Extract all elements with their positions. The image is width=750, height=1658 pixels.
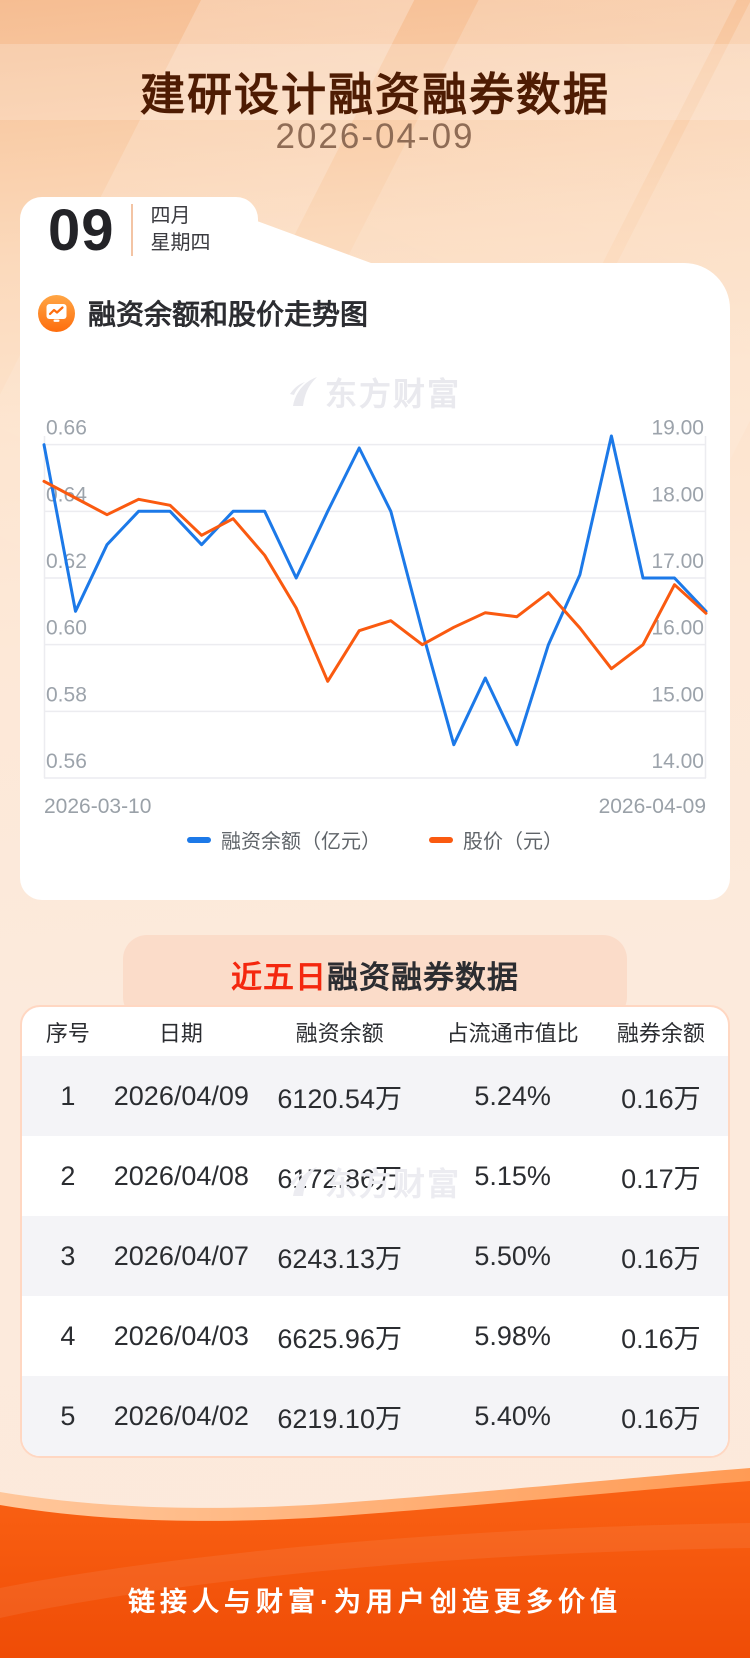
y-axis-right-tick: 18.00 (651, 483, 704, 506)
badge-divider (130, 204, 133, 256)
banner-highlight: 近五日 (231, 960, 327, 995)
chart-section-title: 融资余额和股价走势图 (88, 299, 369, 330)
x-axis-label-end: 2026-04-09 (598, 795, 706, 818)
table-header-cell: 序号 (45, 1020, 90, 1046)
legend-swatch (187, 836, 211, 843)
table-row: 2 2026/04/08 6172.86万 5.15% 0.17万 (22, 1136, 728, 1216)
data-table-card: 序号 日期 融资余额 占流通市值比 融券余额 1 2026/04/09 6120.54万 5.… (20, 1005, 730, 1458)
table-cell: 6120.54万 (277, 1083, 402, 1114)
table-cell: 2 (60, 1160, 76, 1191)
series-line-financing-balance (42, 434, 708, 747)
table-cell: 3 (60, 1240, 76, 1271)
table-cell: 2026/04/09 (113, 1080, 249, 1111)
table-cell: 5 (60, 1400, 76, 1431)
y-axis-right-tick: 17.00 (651, 550, 704, 573)
line-chart: 0.66 19.00 0.64 18.00 0.62 17.00 0.60 16.00 0.58… (42, 391, 708, 791)
table-cell: 5.15% (474, 1160, 551, 1191)
y-axis-right-tick: 19.00 (651, 417, 704, 440)
table-cell: 5.24% (474, 1080, 551, 1111)
table-cell: 1 (60, 1080, 76, 1111)
table-cell: 0.16万 (621, 1403, 701, 1434)
table-cell: 2026/04/03 (113, 1320, 249, 1351)
y-axis-left-tick: 0.60 (46, 617, 87, 640)
table-cell: 6625.96万 (277, 1323, 402, 1354)
y-axis-left-tick: 0.58 (46, 683, 87, 706)
table-cell: 4 (60, 1320, 76, 1351)
y-axis-left-tick: 0.66 (46, 417, 87, 440)
table-header-row: 序号 日期 融资余额 占流通市值比 融券余额 (22, 1007, 728, 1056)
banner-rest: 融资融券数据 (327, 960, 519, 995)
page-title: 建研设计融资融券数据 (139, 69, 610, 120)
table-cell: 6172.86万 (277, 1163, 402, 1194)
table-cell: 6243.13万 (277, 1243, 402, 1274)
day-number: 09 (48, 197, 115, 263)
table-row: 3 2026/04/07 6243.13万 5.50% 0.16万 (22, 1216, 728, 1296)
date-badge: 09 四月 星期四 (20, 197, 258, 263)
table-body: 1 2026/04/09 6120.54万 5.24% 0.16万 2 2026/04/08… (22, 1056, 728, 1456)
table-cell: 5.98% (474, 1320, 551, 1351)
trend-chart-icon (38, 294, 75, 332)
y-axis-right-tick: 14.00 (651, 750, 704, 773)
badge-corner-shape (257, 221, 371, 263)
chart-legend: 融资余额（亿元） 股价（元） (20, 825, 730, 854)
table-cell: 5.50% (474, 1240, 551, 1271)
legend-label: 股价（元） (463, 831, 563, 853)
table-header-cell: 日期 (158, 1020, 203, 1046)
table-row: 4 2026/04/03 6625.96万 5.98% 0.16万 (22, 1296, 728, 1376)
legend-swatch (429, 836, 453, 843)
legend-item[interactable]: 股价（元） (429, 825, 563, 854)
table-row: 5 2026/04/02 6219.10万 5.40% 0.16万 (22, 1376, 728, 1456)
weekday-label: 星期四 (150, 232, 211, 254)
table-cell: 0.16万 (621, 1243, 701, 1274)
table-cell: 5.40% (474, 1400, 551, 1431)
table-cell: 0.16万 (621, 1323, 701, 1354)
table-header-cell: 融券余额 (616, 1020, 705, 1046)
y-axis-left-tick: 0.56 (46, 750, 87, 773)
footer-slogan: 链接人与财富·为用户创造更多价值 (128, 1587, 622, 1617)
page-date: 2026-04-09 (275, 117, 475, 156)
table-header-cell: 占流通市值比 (446, 1020, 579, 1046)
month-label: 四月 (150, 205, 191, 227)
table-cell: 6219.10万 (277, 1403, 402, 1434)
series-line-stock-price (42, 479, 708, 683)
y-axis-right-tick: 15.00 (651, 683, 704, 706)
footer-wave (0, 1468, 750, 1658)
table-header-cell: 融资余额 (295, 1020, 384, 1046)
legend-item[interactable]: 融资余额（亿元） (187, 825, 381, 854)
table-cell: 2026/04/07 (113, 1240, 249, 1271)
table-cell: 2026/04/02 (113, 1400, 249, 1431)
table-banner-title: 近五日融资融券数据 (123, 952, 627, 997)
chart-card: 融资余额和股价走势图 东方财富 0.66 19.00 0.64 18.00 0.62 17… (20, 263, 730, 900)
y-axis-right-tick: 16.00 (651, 617, 704, 640)
legend-label: 融资余额（亿元） (221, 831, 381, 853)
x-axis-label-start: 2026-03-10 (44, 795, 152, 818)
table-cell: 2026/04/08 (113, 1160, 249, 1191)
table-cell: 0.17万 (621, 1163, 701, 1194)
table-row: 1 2026/04/09 6120.54万 5.24% 0.16万 (22, 1056, 728, 1136)
table-cell: 0.16万 (621, 1083, 701, 1114)
